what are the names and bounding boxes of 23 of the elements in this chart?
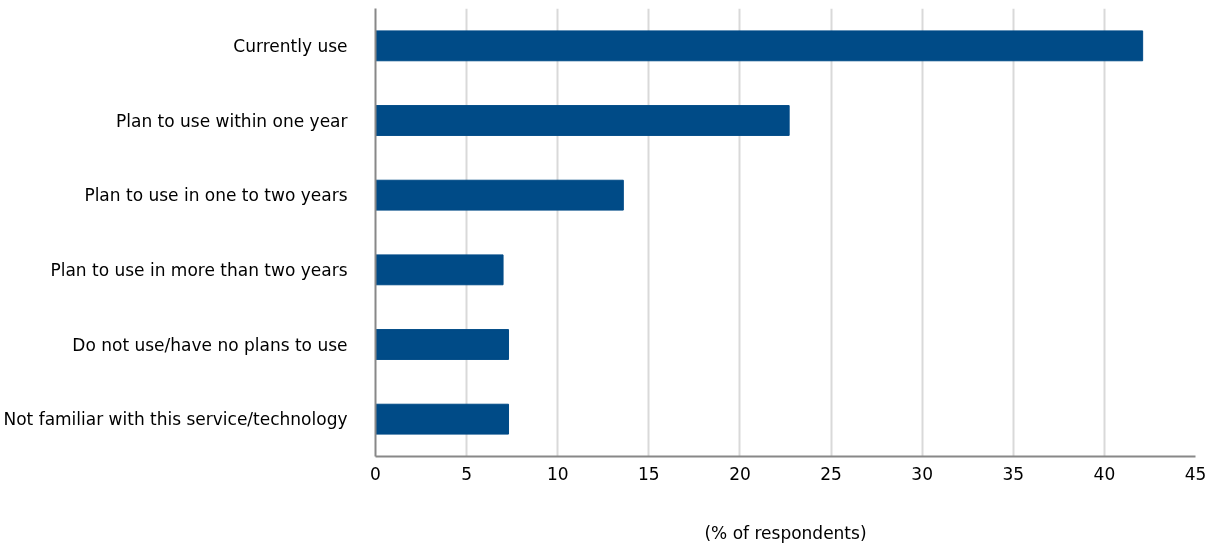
y-tick-label: Plan to use within one year: [116, 110, 348, 131]
y-tick-label: Plan to use in more than two years: [50, 259, 348, 280]
y-tick-label: Not familiar with this service/technology: [3, 409, 348, 430]
x-tick-label: 25: [820, 463, 842, 484]
y-tick-label: Currently use: [233, 35, 348, 56]
x-tick-label: 0: [370, 463, 381, 484]
y-tick-label: Do not use/have no plans to use: [72, 334, 348, 355]
x-axis-title: (% of respondents): [704, 522, 867, 543]
x-tick-label: 45: [1184, 463, 1207, 484]
bar: [375, 254, 504, 286]
bar: [375, 105, 790, 136]
bar: [375, 179, 624, 211]
x-tick-label: 40: [1093, 463, 1116, 484]
x-tick-label: 10: [546, 463, 569, 484]
bar: [375, 329, 510, 360]
bar: [375, 403, 510, 435]
x-tick-label: 15: [638, 463, 660, 484]
y-tick-label: Plan to use in one to two years: [84, 185, 348, 206]
x-tick-label: 20: [729, 463, 751, 484]
x-tick-label: 5: [461, 463, 473, 484]
bar: [375, 30, 1144, 62]
x-tick-label: 35: [1002, 463, 1025, 484]
x-tick-label: 30: [911, 463, 933, 484]
